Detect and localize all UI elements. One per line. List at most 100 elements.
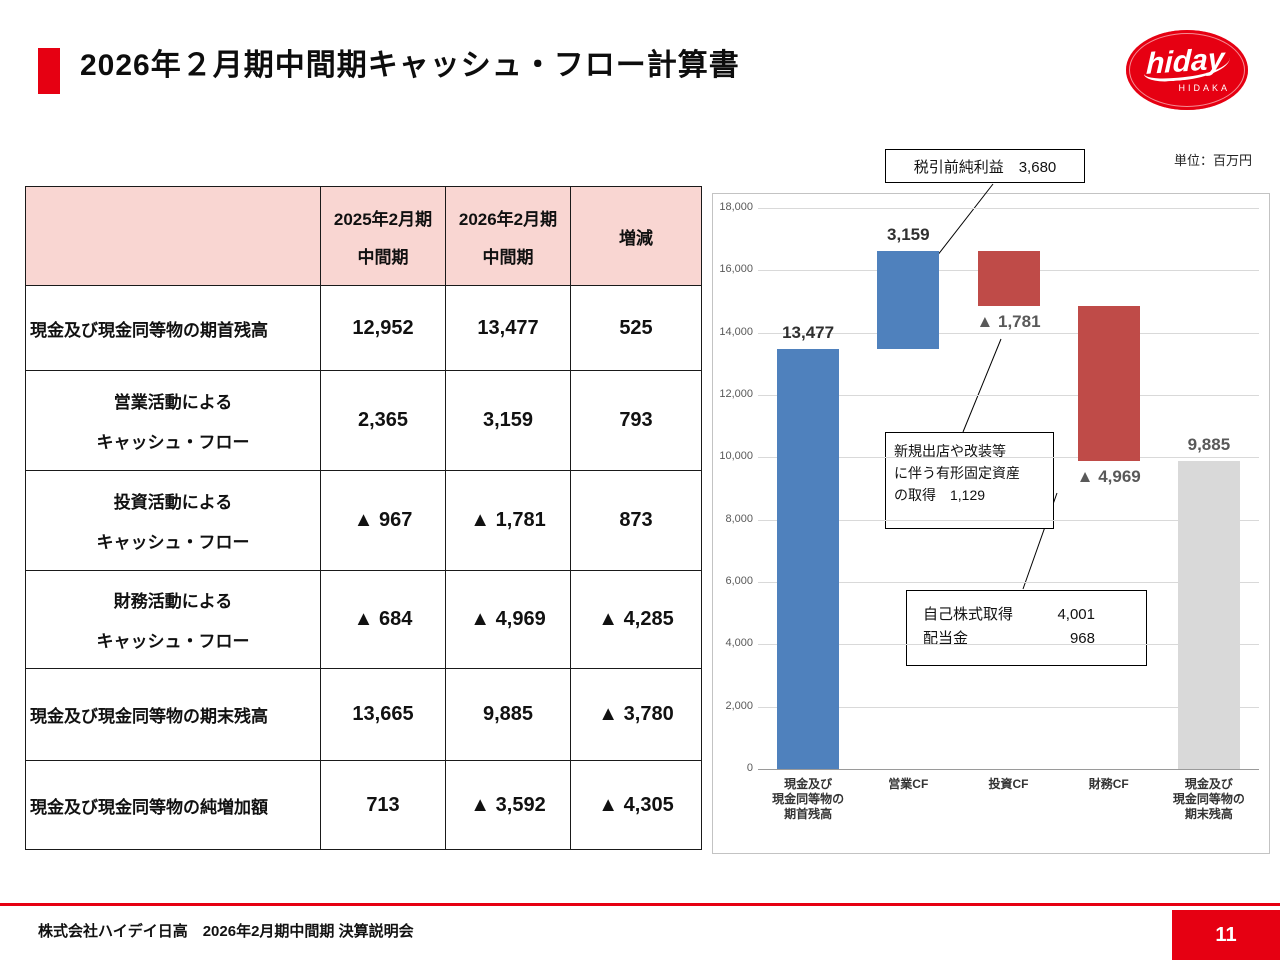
gridline <box>758 208 1259 209</box>
table-cell: ▲ 684 <box>320 570 446 669</box>
bar-value-label: ▲ 1,781 <box>976 312 1041 332</box>
table-cell: 9,885 <box>445 668 571 761</box>
category-label: 営業CF <box>853 777 963 792</box>
annotation-capex: 新規出店や改装等 に伴う有形固定資産 の取得 1,129 <box>885 432 1054 529</box>
table-cell: 3,159 <box>445 370 571 471</box>
row-label-cell: 現金及び現金同等物の純増加額 <box>25 760 321 850</box>
table-cell: ▲ 4,969 <box>445 570 571 669</box>
table-header-cell: 増減 <box>570 186 702 286</box>
cashflow-table: 2025年2月期 中間期 2026年2月期 中間期 増減 現金及び現金同等物の期首残高 1… <box>25 186 702 850</box>
logo-brand-text: hiday <box>1143 42 1231 83</box>
table-header-line: 2025年2月期 <box>333 209 433 229</box>
table-cell: 525 <box>570 285 702 371</box>
category-label-line: 財務CF <box>1088 777 1129 791</box>
y-tick-label: 2,000 <box>725 699 753 712</box>
category-label: 現金及び 現金同等物の 期首残高 <box>753 777 863 822</box>
gridline <box>758 395 1259 396</box>
table-cell: 873 <box>570 470 702 571</box>
bar-value-label: 9,885 <box>1187 434 1231 454</box>
waterfall-bar <box>777 348 840 769</box>
category-label-line: 現金同等物の <box>772 792 845 806</box>
category-label-line: 現金及び <box>784 777 833 791</box>
row-label-cell: 財務活動による キャッシュ・フロー <box>25 570 321 669</box>
annotation-capex-line: 新規出店や改装等 <box>894 443 1006 459</box>
category-label: 財務CF <box>1054 777 1164 792</box>
table-cell: 713 <box>320 760 446 850</box>
annotation-pretax-profit: 税引前純利益 3,680 <box>885 149 1085 183</box>
y-tick-label: 6,000 <box>725 575 753 587</box>
table-row: 財務活動による キャッシュ・フロー ▲ 684 ▲ 4,969 ▲ 4,285 <box>25 570 702 669</box>
annotation-treasury-row: 配当金 968 <box>923 627 1095 651</box>
bar-value-label: ▲ 4,969 <box>1076 466 1141 486</box>
category-label-line: 営業CF <box>888 777 929 791</box>
category-label-line: 現金及び <box>1184 777 1233 791</box>
annotation-treasury-value: 4,001 <box>1057 606 1095 623</box>
annotation-treasury-label: 自己株式取得 <box>923 606 1014 623</box>
table-cell: 793 <box>570 370 702 471</box>
category-label-line: 期末残高 <box>1184 807 1233 821</box>
unit-label: 単位：百万円 <box>1173 153 1252 168</box>
page-title: 2026年２月期中間期キャッシュ・フロー計算書 <box>80 49 740 82</box>
category-label: 投資CF <box>954 777 1064 792</box>
table-header-line: 増減 <box>619 228 653 248</box>
category-label: 現金及び 現金同等物の 期末残高 <box>1154 777 1264 822</box>
table-header-row: 2025年2月期 中間期 2026年2月期 中間期 増減 <box>25 186 702 286</box>
row-label-cell: 投資活動による キャッシュ・フロー <box>25 470 321 571</box>
waterfall-bar <box>1077 306 1140 461</box>
bar-value-label: 13,477 <box>782 322 835 342</box>
row-label-cell: 現金及び現金同等物の期末残高 <box>25 668 321 761</box>
y-tick-label: 0 <box>746 762 753 774</box>
bar-value-label: 3,159 <box>887 224 930 244</box>
gridline <box>758 769 1259 770</box>
annotation-treasury-label: 配当金 <box>923 630 969 647</box>
waterfall-bar <box>977 250 1040 306</box>
table-header-line: 2026年2月期 <box>458 209 558 229</box>
annotation-treasury-value: 968 <box>1069 630 1095 647</box>
gridline <box>758 457 1259 459</box>
table-header-lines: 増減 <box>571 224 701 249</box>
row-label-line: キャッシュ・フロー <box>96 632 250 651</box>
category-label-line: 現金同等物の <box>1172 792 1245 806</box>
y-tick-label: 14,000 <box>719 325 753 338</box>
table-header-cell: 2026年2月期 中間期 <box>445 186 571 286</box>
y-tick-label: 16,000 <box>719 263 753 276</box>
y-tick-label: 10,000 <box>719 450 753 463</box>
table-row: 営業活動による キャッシュ・フロー 2,365 3,159 793 <box>25 370 702 471</box>
logo-sub-text: HIDAKA <box>1178 82 1230 93</box>
row-label-line: 現金及び現金同等物の期首残高 <box>30 320 268 340</box>
annotation-treasury-dividend: 自己株式取得 4,001 配当金 968 <box>906 590 1147 666</box>
y-tick-label: 4,000 <box>725 637 753 650</box>
row-label-lines: 現金及び現金同等物の期首残高 <box>30 316 320 341</box>
row-label-line: キャッシュ・フロー <box>96 433 250 452</box>
waterfall-bar <box>877 250 940 349</box>
table-cell: 13,665 <box>320 668 446 761</box>
table-header-cell: 2025年2月期 中間期 <box>320 186 446 286</box>
table-cell: ▲ 3,780 <box>570 668 702 761</box>
row-label-line: 投資活動による <box>113 493 233 512</box>
row-label-line: 営業活動による <box>113 393 233 412</box>
hiday-logo: hiday HIDAKA <box>1126 30 1248 110</box>
table-header-line: 中間期 <box>357 247 409 267</box>
footer-divider <box>0 903 1280 906</box>
table-cell: 12,952 <box>320 285 446 371</box>
category-label-line: 投資CF <box>988 777 1029 791</box>
row-label-line: キャッシュ・フロー <box>96 533 250 552</box>
table-cell: ▲ 3,592 <box>445 760 571 850</box>
row-label-lines: 現金及び現金同等物の純増加額 <box>30 793 320 818</box>
gridline <box>758 582 1259 583</box>
table-row: 投資活動による キャッシュ・フロー ▲ 967 ▲ 1,781 873 <box>25 470 702 571</box>
table-header-lines: 2026年2月期 中間期 <box>446 205 570 268</box>
table-header-lines: 2025年2月期 中間期 <box>321 205 445 268</box>
table-row: 現金及び現金同等物の期首残高 12,952 13,477 525 <box>25 285 702 371</box>
waterfall-bar <box>1177 460 1240 769</box>
table-row: 現金及び現金同等物の期末残高 13,665 9,885 ▲ 3,780 <box>25 668 702 761</box>
title-accent-bar <box>32 48 60 99</box>
gridline <box>758 644 1259 646</box>
table-row: 現金及び現金同等物の純増加額 713 ▲ 3,592 ▲ 4,305 <box>25 760 702 850</box>
row-label-line: 現金及び現金同等物の期末残高 <box>30 707 268 726</box>
table-cell: ▲ 967 <box>320 470 446 571</box>
annotation-capex-line: の取得 1,129 <box>894 487 986 503</box>
row-label-line: 現金及び現金同等物の純増加額 <box>30 797 268 817</box>
title-accent-shadow <box>32 78 52 99</box>
